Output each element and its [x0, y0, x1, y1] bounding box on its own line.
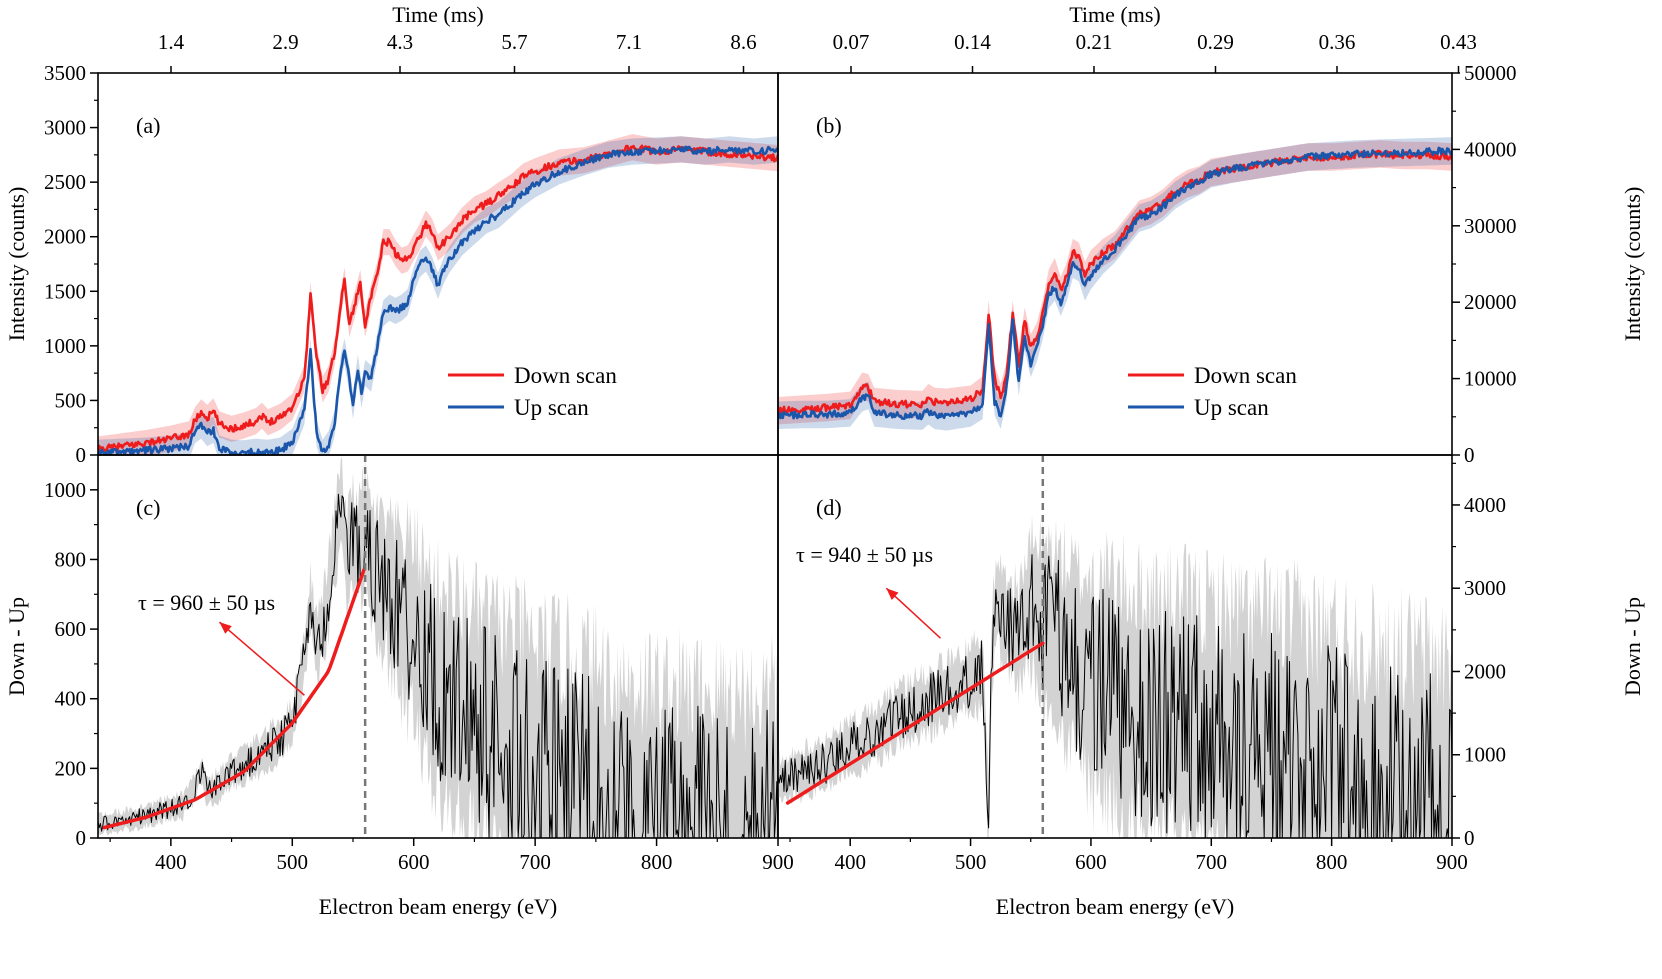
- legend-label-a-0: Down scan: [514, 363, 617, 388]
- panel-a: 0 500 1000 1500 2000 2500 3000 3500 Intensity (c…: [4, 2, 779, 467]
- x-tick-label-d: 600: [1075, 850, 1107, 874]
- panel-label-d: (d): [816, 495, 842, 520]
- tau-annotation-d: τ = 940 ± 50 µs: [796, 542, 933, 567]
- y-axis-title-b: Intensity (counts): [1620, 187, 1645, 342]
- series-line-a-1: [98, 145, 778, 455]
- y-tick-label-b: 0: [1464, 443, 1475, 467]
- frame-a: [97, 72, 779, 456]
- annotation-arrowhead-c: [219, 622, 232, 634]
- y-tick-label-a: 2000: [44, 225, 86, 249]
- time-tick-label-b: 0.14: [954, 30, 991, 54]
- x-tick-label-d: 800: [1316, 850, 1348, 874]
- x-tick-label-d: 700: [1196, 850, 1228, 874]
- x-tick-label-c: 400: [155, 850, 187, 874]
- y-tick-label-a: 500: [55, 388, 87, 412]
- series-line-b-1: [778, 146, 1452, 421]
- time-tick-label-a: 2.9: [272, 30, 298, 54]
- x-tick-label-c: 900: [762, 850, 794, 874]
- panel-label-a: (a): [136, 113, 160, 138]
- series-line-a-0: [98, 144, 778, 454]
- x-tick-label-c: 700: [519, 850, 551, 874]
- y-axis-title-a: Intensity (counts): [4, 187, 29, 342]
- time-tick-label-b: 0.36: [1319, 30, 1356, 54]
- difference-line-c: [98, 493, 778, 838]
- y-tick-label-a: 3000: [44, 116, 86, 140]
- y-tick-label-c: 200: [55, 756, 87, 780]
- time-tick-label-a: 7.1: [616, 30, 642, 54]
- time-tick-label-b: 0.07: [833, 30, 870, 54]
- time-tick-label-b: 0.29: [1197, 30, 1234, 54]
- annotation-arrowhead-d: [886, 588, 899, 601]
- time-tick-label-b: 0.43: [1440, 30, 1477, 54]
- panel-label-c: (c): [136, 495, 160, 520]
- fit-curve-d: [785, 641, 1045, 805]
- y-tick-label-b: 50000: [1464, 61, 1517, 85]
- x-tick-label-c: 600: [398, 850, 430, 874]
- panel-d: τ = 940 ± 50 µs 0 1000 2000 3000 4000 Down - U…: [777, 454, 1645, 919]
- y-tick-label-a: 1000: [44, 334, 86, 358]
- y-tick-label-c: 800: [55, 547, 87, 571]
- time-tick-label-a: 8.6: [730, 30, 756, 54]
- legend-box-a: [442, 353, 632, 423]
- y-axis-title-c: Down - Up: [4, 597, 29, 696]
- y-tick-label-a: 0: [76, 443, 87, 467]
- y-tick-label-d: 3000: [1464, 576, 1506, 600]
- time-tick-label-a: 5.7: [501, 30, 527, 54]
- time-tick-label-a: 1.4: [158, 30, 185, 54]
- band-a-1: [98, 136, 778, 455]
- panel-label-b: (b): [816, 113, 842, 138]
- y-tick-label-b: 40000: [1464, 137, 1517, 161]
- y-tick-label-c: 1000: [44, 478, 86, 502]
- time-tick-label-b: 0.21: [1076, 30, 1113, 54]
- band-b-0: [778, 140, 1452, 425]
- legend-box-b: [1122, 353, 1312, 423]
- x-axis-title-d: Electron beam energy (eV): [996, 894, 1234, 919]
- difference-line-d: [778, 554, 1452, 838]
- x-tick-label-d: 900: [1436, 850, 1468, 874]
- y-axis-title-d: Down - Up: [1620, 597, 1645, 696]
- plot-area-a: [98, 134, 778, 455]
- x-tick-label-d: 500: [955, 850, 987, 874]
- y-tick-label-a: 1500: [44, 279, 86, 303]
- x-tick-label-c: 800: [641, 850, 673, 874]
- plot-area-d: [778, 514, 1452, 838]
- y-tick-label-b: 10000: [1464, 367, 1517, 391]
- legend-label-b-0: Down scan: [1194, 363, 1297, 388]
- y-tick-label-b: 20000: [1464, 290, 1517, 314]
- y-tick-label-b: 30000: [1464, 214, 1517, 238]
- time-axis-title-b: Time (ms): [1069, 2, 1160, 27]
- y-tick-label-d: 0: [1464, 826, 1475, 850]
- time-axis-title-a: Time (ms): [392, 2, 483, 27]
- time-tick-label-a: 4.3: [387, 30, 413, 54]
- y-tick-label-a: 2500: [44, 170, 86, 194]
- annotation-arrow-c: [218, 621, 305, 696]
- y-tick-label-d: 1000: [1464, 743, 1506, 767]
- y-tick-label-c: 0: [76, 826, 87, 850]
- legend-label-b-1: Up scan: [1194, 395, 1269, 420]
- y-tick-label-a: 3500: [44, 61, 86, 85]
- band-b-1: [778, 137, 1452, 431]
- y-tick-label-d: 4000: [1464, 493, 1506, 517]
- annotation-arrow-d: [885, 587, 941, 639]
- y-tick-label-c: 400: [55, 687, 87, 711]
- x-tick-label-c: 500: [277, 850, 309, 874]
- frame-d: [777, 454, 1453, 839]
- x-axis-title-c: Electron beam energy (eV): [319, 894, 557, 919]
- plot-area-c: [98, 455, 778, 838]
- tau-annotation-c: τ = 960 ± 50 µs: [138, 590, 275, 615]
- plot-area-b: [778, 137, 1452, 431]
- legend-label-a-1: Up scan: [514, 395, 589, 420]
- y-tick-label-d: 2000: [1464, 659, 1506, 683]
- fit-curve-c: [102, 568, 366, 830]
- x-tick-label-d: 400: [834, 850, 866, 874]
- y-tick-label-c: 600: [55, 617, 87, 641]
- panel-b: 0 10000 20000 30000 40000 50000 Intensity (cou…: [777, 2, 1645, 467]
- series-line-b-0: [778, 149, 1452, 415]
- panel-c: τ = 960 ± 50 µs 0 200 400 600 800 1000 Down - U…: [4, 454, 794, 919]
